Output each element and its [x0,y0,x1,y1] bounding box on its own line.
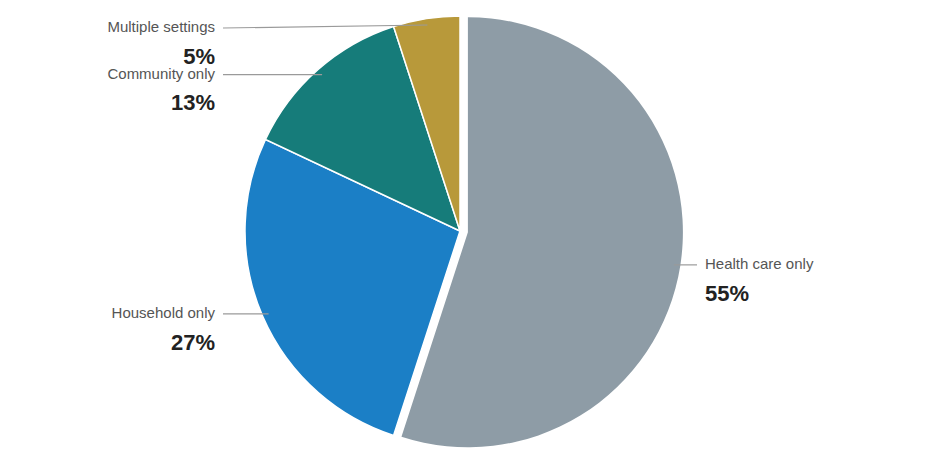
leader-line [223,74,322,75]
pie [245,16,683,447]
value-label: 27% [171,330,215,355]
slice-label: Health care only [705,255,814,272]
value-label: 5% [183,44,215,69]
leader-line [674,264,697,265]
slice-label: Household only [112,304,216,321]
slice [394,16,460,231]
value-label: 13% [171,90,215,115]
leader-line [223,25,427,28]
labels: Health care only55%Household only27%Comm… [107,18,813,355]
chart: Health care only55%Household only27%Comm… [0,0,941,462]
leader-line [223,313,269,314]
slice-label: Multiple settings [107,18,215,35]
value-label: 55% [705,281,749,306]
